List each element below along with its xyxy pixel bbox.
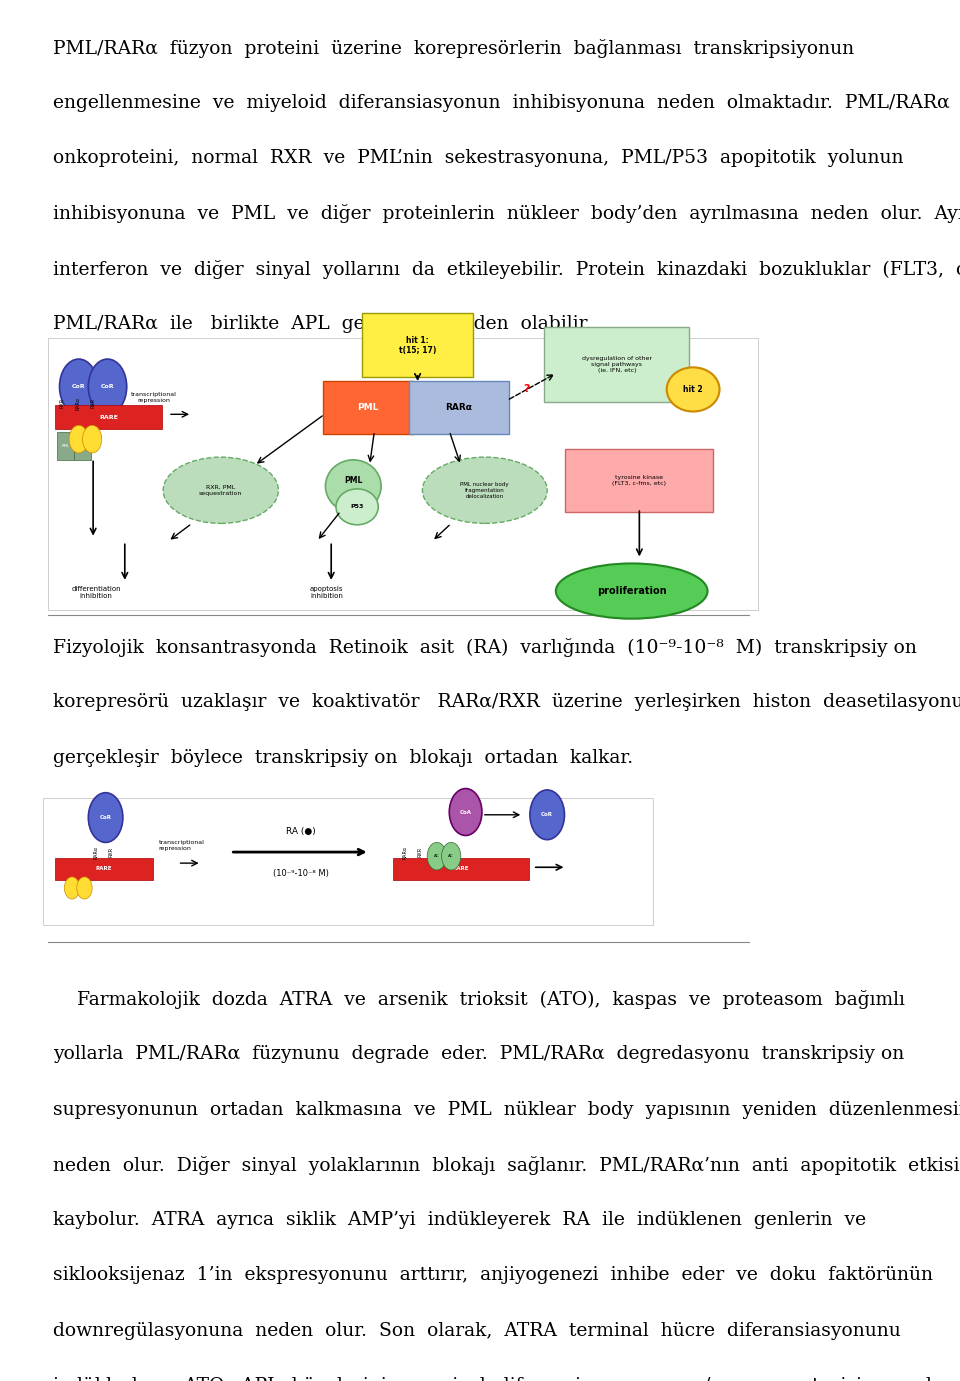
Text: neden  olur.  Diğer  sinyal  yolaklarının  blokajı  sağlanır.  PML/RARα’nın  ant: neden olur. Diğer sinyal yolaklarının bl… [53, 1156, 959, 1175]
Text: P53: P53 [350, 504, 364, 510]
Text: CoA: CoA [460, 809, 471, 815]
Ellipse shape [556, 563, 708, 619]
Text: RARE: RARE [95, 866, 112, 871]
Text: CoR: CoR [100, 815, 111, 820]
Circle shape [88, 793, 123, 842]
Circle shape [530, 790, 564, 840]
Circle shape [449, 789, 482, 836]
Text: RXR: RXR [60, 398, 65, 409]
Text: onkoproteini,  normal  RXR  ve  PML’nin  sekestrasyonuna,  PML/P53  apopitotik  : onkoproteini, normal RXR ve PML’nin seke… [53, 149, 903, 167]
FancyBboxPatch shape [55, 405, 162, 429]
FancyBboxPatch shape [57, 432, 74, 460]
Text: ?: ? [523, 384, 529, 395]
Text: RARα: RARα [445, 403, 472, 412]
Circle shape [69, 425, 88, 453]
Text: CoR: CoR [541, 812, 553, 818]
Text: RA (●): RA (●) [286, 826, 315, 836]
Text: PML/RARα  füzyon  proteini  üzerine  korepresörlerin  bağlanması  transkripsiyon: PML/RARα füzyon proteini üzerine korepre… [53, 39, 854, 58]
Text: RARE: RARE [99, 414, 118, 420]
Text: RXR: RXR [90, 398, 96, 409]
Text: engellenmesine  ve  miyeloid  diferansiasyonun  inhibisyonuna  neden  olmaktadır: engellenmesine ve miyeloid diferansiasyo… [53, 94, 949, 112]
Circle shape [88, 359, 127, 414]
Text: AC: AC [448, 855, 454, 858]
FancyBboxPatch shape [55, 858, 153, 880]
Ellipse shape [325, 460, 381, 512]
Text: proliferation: proliferation [597, 586, 666, 597]
Text: hit 2: hit 2 [684, 385, 703, 394]
FancyBboxPatch shape [409, 381, 509, 434]
Text: korepresörü  uzaklaşır  ve  koaktivatör   RARα/RXR  üzerine  yerleşirken  histon: korepresörü uzaklaşır ve koaktivatör RAR… [53, 693, 960, 711]
Text: downregülasyonuna  neden  olur.  Son  olarak,  ATRA  terminal  hücre  diferansia: downregülasyonuna neden olur. Son olarak… [53, 1322, 900, 1340]
Text: indüklerken,  ATO,  APL  hücelerinin  parsiyel  diferansiasyonuna  ve/veya  apop: indüklerken, ATO, APL hücelerinin parsiy… [53, 1377, 960, 1381]
FancyBboxPatch shape [393, 858, 529, 880]
Text: RARα: RARα [402, 845, 408, 859]
Text: RARE: RARE [452, 866, 469, 871]
Text: RXR: RXR [108, 847, 114, 858]
Text: CoR: CoR [101, 384, 114, 389]
Text: PML: PML [344, 476, 363, 485]
Text: inhibisyonuna  ve  PML  ve  diğer  proteinlerin  nükleer  body’den  ayrılmasına : inhibisyonuna ve PML ve diğer proteinler… [53, 204, 960, 224]
Circle shape [77, 877, 92, 899]
Text: RARα: RARα [93, 845, 99, 859]
Ellipse shape [163, 457, 278, 523]
Text: PML: PML [79, 445, 86, 447]
Text: Farmakolojik  dozda  ATRA  ve  arsenik  trioksit  (ATO),  kaspas  ve  proteasom : Farmakolojik dozda ATRA ve arsenik triok… [53, 990, 904, 1010]
Text: RXR, PML
sequestration: RXR, PML sequestration [199, 485, 243, 496]
Text: PML/RARα  ile   birlikte  APL  gelişimine  neden  olabilir.: PML/RARα ile birlikte APL gelişimine ned… [53, 315, 591, 333]
Text: hit 1:
t(15; 17): hit 1: t(15; 17) [399, 336, 436, 355]
Text: interferon  ve  diğer  sinyal  yollarını  da  etkileyebilir.  Protein  kinazdaki: interferon ve diğer sinyal yollarını da … [53, 260, 960, 279]
Text: differentiation
inhibition: differentiation inhibition [71, 586, 121, 598]
Text: CoR: CoR [72, 384, 85, 389]
Text: AC: AC [434, 855, 440, 858]
Text: PML nuclear body
fragmentation
delocalization: PML nuclear body fragmentation delocaliz… [461, 482, 509, 499]
Circle shape [427, 842, 446, 870]
FancyBboxPatch shape [323, 381, 413, 434]
Circle shape [64, 877, 80, 899]
Text: supresyonunun  ortadan  kalkmasına  ve  PML  nüklear  body  yapısının  yeniden  : supresyonunun ortadan kalkmasına ve PML … [53, 1101, 960, 1119]
Circle shape [442, 842, 461, 870]
Text: dysregulation of other
signal pathways
(ie. IFN, etc): dysregulation of other signal pathways (… [582, 356, 652, 373]
Text: yollarla  PML/RARα  füzynunu  degrade  eder.  PML/RARα  degredasyonu  transkrips: yollarla PML/RARα füzynunu degrade eder.… [53, 1045, 904, 1063]
Bar [43, 798, 653, 925]
Text: tyrosine kinase
(FLT3, c-fms, etc): tyrosine kinase (FLT3, c-fms, etc) [612, 475, 666, 486]
Text: transcriptional
repression: transcriptional repression [131, 392, 177, 403]
FancyBboxPatch shape [544, 327, 689, 402]
Text: gerçekleşir  böylece  transkripsiy on  blokajı  ortadan  kalkar.: gerçekleşir böylece transkripsiy on blok… [53, 749, 633, 766]
Text: PML: PML [61, 445, 69, 447]
Text: Fizyolojik  konsantrasyonda  Retinoik  asit  (RA)  varlığında  (10⁻⁹-10⁻⁸  M)  t: Fizyolojik konsantrasyonda Retinoik asit… [53, 638, 917, 657]
Text: apoptosis
inhibition: apoptosis inhibition [310, 586, 343, 598]
Ellipse shape [336, 489, 378, 525]
Circle shape [83, 425, 102, 453]
FancyBboxPatch shape [74, 432, 91, 460]
Ellipse shape [422, 457, 547, 523]
Bar [48, 338, 758, 610]
Text: RXR: RXR [418, 847, 423, 858]
FancyBboxPatch shape [362, 313, 473, 377]
FancyBboxPatch shape [565, 449, 713, 512]
Circle shape [60, 359, 98, 414]
Text: RARα: RARα [75, 396, 81, 410]
Text: (10⁻⁹-10⁻⁸ M): (10⁻⁹-10⁻⁸ M) [273, 869, 328, 878]
Ellipse shape [666, 367, 720, 412]
Text: kaybolur.  ATRA  ayrıca  siklik  AMP’yi  indükleyerek  RA  ile  indüklenen  genl: kaybolur. ATRA ayrıca siklik AMP’yi indü… [53, 1211, 866, 1229]
Text: transcriptional
repression: transcriptional repression [158, 840, 204, 851]
Text: siklooksijenaz  1’in  ekspresyonunu  arttırır,  anjiyogenezi  inhibe  eder  ve  : siklooksijenaz 1’in ekspresyonunu arttır… [53, 1266, 933, 1284]
Text: PML: PML [357, 403, 378, 412]
